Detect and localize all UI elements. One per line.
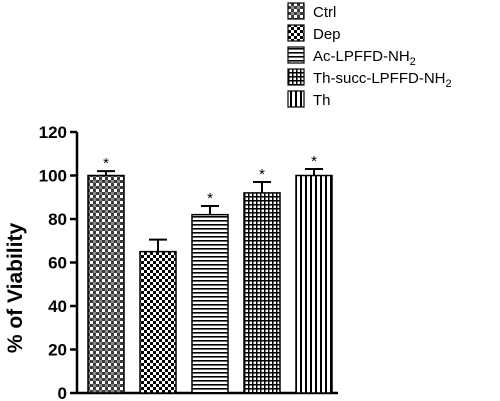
legend-label-subscript: 2: [410, 56, 416, 68]
legend-label: Th: [313, 92, 331, 109]
legend-label: Ac-LPFFD-NH2: [313, 48, 416, 68]
legend-label-text: Dep: [313, 26, 341, 43]
legend-label-text: Th-succ-LPFFD-NH: [313, 70, 446, 87]
legend-label-text: Ctrl: [313, 4, 336, 21]
y-tick-label: 60: [48, 254, 67, 273]
legend-swatch: [287, 46, 305, 64]
significance-marker: *: [207, 190, 213, 207]
y-tick-label: 40: [48, 297, 67, 316]
bar-dep: [139, 250, 177, 394]
y-tick-label: 0: [58, 384, 67, 401]
significance-marker: *: [103, 155, 109, 172]
y-tick-label: 100: [39, 167, 67, 186]
bar-th-succ-lpffd-nh: [243, 192, 281, 394]
legend-label-text: Th: [313, 92, 331, 109]
legend-label: Ctrl: [313, 4, 336, 21]
y-tick-label: 120: [39, 123, 67, 142]
legend-label: Th-succ-LPFFD-NH2: [313, 70, 452, 90]
y-tick-label: 20: [48, 341, 67, 360]
bar-ac-lpffd-nh: [191, 213, 229, 394]
legend-label: Dep: [313, 26, 341, 43]
y-axis-title: % of Viability: [4, 223, 27, 354]
significance-marker: *: [311, 153, 317, 170]
y-tick-label: 80: [48, 210, 67, 229]
legend-swatch: [287, 90, 305, 108]
legend-swatch: [287, 68, 305, 86]
bar-th: [295, 174, 333, 394]
bar-ctrl: [87, 174, 125, 394]
legend-label-text: Ac-LPFFD-NH: [313, 48, 410, 65]
legend-swatch: [287, 2, 305, 20]
legend-swatch: [287, 24, 305, 42]
bars: * * * *: [87, 153, 333, 394]
legend-label-subscript: 2: [446, 78, 452, 90]
y-axis-ticks: 0 20 40 60 80 100 120: [39, 123, 77, 401]
significance-marker: *: [259, 166, 265, 183]
